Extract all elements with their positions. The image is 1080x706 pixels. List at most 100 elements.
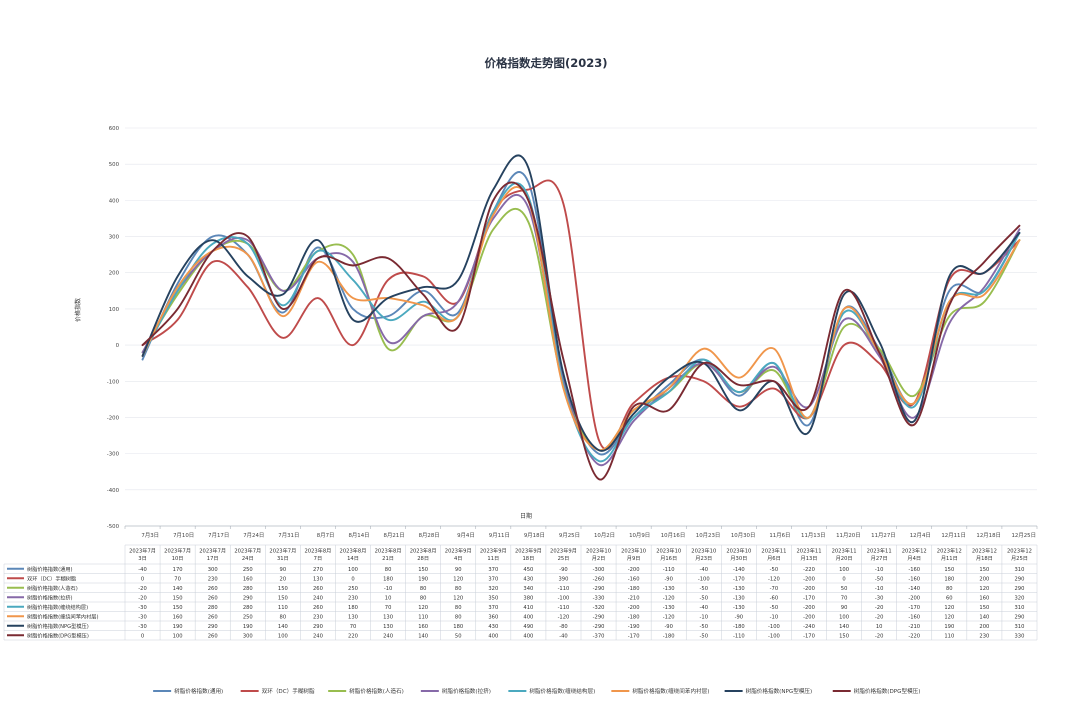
table-header-date: 2023年12 [902,547,927,555]
table-cell: -320 [593,605,605,611]
table-cell: 80 [420,595,427,601]
table-header-date: 月18日 [976,555,993,562]
table-cell: 50 [841,586,848,592]
x-tick-label: 12月11日 [941,532,966,539]
table-cell: 340 [523,586,533,592]
table-cell: -170 [803,633,815,639]
table-cell: 190 [944,624,954,630]
table-cell: -10 [875,567,883,573]
table-cell: 10 [385,595,392,601]
table-cell: 180 [348,605,358,611]
x-tick-label: 10月2日 [594,532,615,539]
table-header-date: 25日 [558,555,570,562]
table-cell: -170 [628,633,640,639]
table-header-date: 月23日 [695,555,712,562]
table-header-date: 月9日 [627,555,641,562]
table-cell: 170 [173,567,183,573]
table-series-name: 树脂价格指数(拉挤) [27,593,73,601]
table-cell: 370 [488,576,498,582]
table-header-date: 2023年8月 [340,547,367,555]
table-cell: 400 [488,633,498,639]
table-header-date: 月20日 [836,555,853,562]
y-tick-label: -200 [107,415,120,421]
table-header-date: 2023年10 [656,547,681,555]
table-cell: -120 [663,614,675,620]
table-cell: 220 [348,633,358,639]
table-cell: -40 [700,605,708,611]
table-cell: 100 [348,567,358,573]
table-header-date: 14日 [347,555,359,562]
table-cell: -130 [663,586,675,592]
table-cell: 290 [1015,586,1025,592]
table-cell: -50 [700,633,708,639]
table-cell: -10 [384,586,392,592]
table-cell: 150 [979,567,989,573]
table-header-date: 28日 [417,555,429,562]
table-cell: -200 [803,576,815,582]
x-tick-label: 7月31日 [278,532,299,539]
table-cell: 80 [455,605,462,611]
table-cell: 130 [383,624,393,630]
x-axis-label: 日期 [520,512,532,520]
table-cell: 120 [944,614,954,620]
table-cell: -200 [803,614,815,620]
y-tick-label: 500 [109,162,120,168]
table-cell: 260 [208,633,218,639]
table-cell: 290 [1015,576,1025,582]
table-cell: -110 [558,605,570,611]
table-cell: 10 [876,624,883,630]
table-header-date: 2023年11 [761,547,786,555]
table-cell: 230 [348,595,358,601]
table-cell: 180 [453,624,463,630]
table-cell: 190 [173,624,183,630]
table-cell: -110 [733,633,745,639]
series-line-7 [141,154,1021,452]
table-cell: -50 [700,586,708,592]
table-cell: -90 [559,567,567,573]
table-header-date: 2023年12 [1007,547,1032,555]
table-header-date: 2023年12 [937,547,962,555]
table-header-date: 2023年9月 [550,547,577,555]
table-header-date: 7日 [314,555,323,562]
table-cell: 230 [979,633,989,639]
table-cell: 160 [173,614,183,620]
x-tick-label: 11月13日 [801,532,826,539]
table-cell: 190 [418,576,428,582]
table-header-date: 2023年7月 [199,547,226,555]
table-cell: 240 [383,633,393,639]
table-cell: 120 [453,576,463,582]
table-header-date: 31日 [277,555,289,562]
table-header-date: 月6日 [767,555,781,562]
table-cell: 80 [946,586,953,592]
table-cell: 290 [243,595,253,601]
table-cell: -30 [138,605,146,611]
table-cell: -290 [593,586,605,592]
table-cell: 160 [979,595,989,601]
table-cell: -50 [700,624,708,630]
y-tick-label: -300 [107,452,120,458]
table-cell: -50 [770,567,778,573]
table-cell: 150 [173,595,183,601]
table-cell: 150 [418,567,428,573]
table-cell: -20 [875,633,883,639]
table-cell: 180 [383,576,393,582]
table-cell: 140 [979,614,989,620]
y-tick-label: 200 [109,271,120,277]
table-cell: -180 [733,624,745,630]
table-cell: -140 [908,586,920,592]
table-cell: 80 [455,614,462,620]
table-cell: 280 [243,586,253,592]
table-header-date: 17日 [207,555,219,562]
table-cell: 490 [523,624,533,630]
y-axis-ticks: -500 -400 -300 -200 -100 0 100 200 300 400 500 600 [107,126,120,530]
table-cell: -210 [628,595,640,601]
table-cell: 310 [1015,567,1025,573]
table-series-name: 树脂价格指数(NPG型模压) [27,622,89,630]
table-cell: -100 [768,624,780,630]
table-cell: 120 [453,595,463,601]
x-tick-label: 12月4日 [910,532,931,539]
table-header-date: 月27日 [871,555,888,562]
table-cell: 160 [418,624,428,630]
table-cell: 310 [1015,624,1025,630]
